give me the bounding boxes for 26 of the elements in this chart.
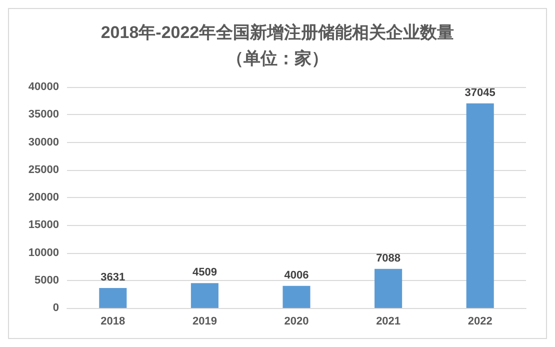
y-tick-label: 20000: [28, 192, 59, 204]
data-label: 4006: [284, 269, 309, 282]
y-tick-label: 15000: [28, 219, 59, 232]
chart-title: 2018年-2022年全国新增注册储能相关企业数量: [100, 23, 454, 42]
data-label: 7088: [376, 252, 401, 264]
y-tick-label: 0: [52, 302, 59, 314]
y-tick-label: 30000: [28, 136, 59, 148]
x-tick-label: 2021: [376, 316, 401, 328]
y-tick-label: 35000: [28, 108, 59, 121]
y-tick-label: 10000: [28, 246, 59, 259]
chart-subtitle: （单位：家）: [226, 49, 328, 68]
bar: [99, 288, 127, 308]
bar: [466, 103, 494, 308]
x-tick-label: 2019: [192, 316, 217, 328]
x-tick-label: 2022: [468, 316, 492, 328]
bar: [282, 286, 310, 308]
bar: [374, 268, 402, 308]
bar: [190, 283, 218, 308]
y-tick-label: 25000: [28, 164, 59, 176]
data-label: 37045: [464, 86, 496, 99]
y-tick-label: 40000: [28, 81, 59, 93]
data-label: 3631: [100, 271, 126, 284]
x-tick-label: 2020: [284, 316, 309, 328]
data-label: 4509: [192, 266, 217, 279]
x-tick-label: 2018: [100, 316, 126, 328]
y-tick-label: 5000: [34, 274, 59, 286]
